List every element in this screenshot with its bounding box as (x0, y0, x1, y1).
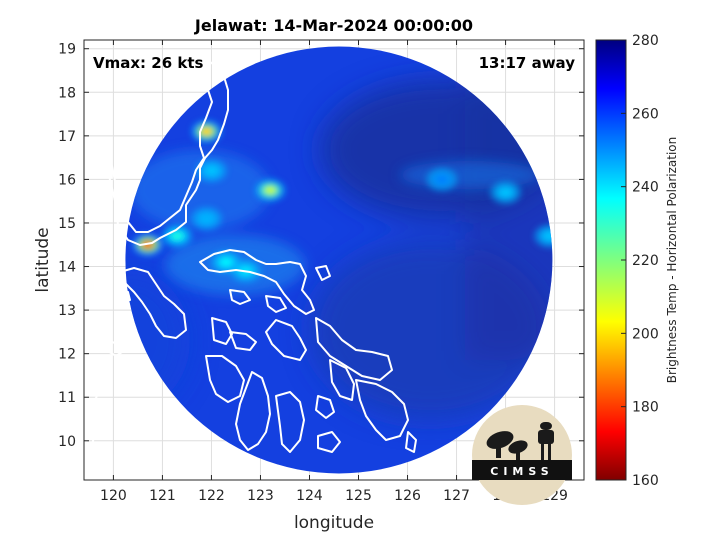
mindanao-north-outline (355, 379, 409, 441)
feature-layer (200, 127, 213, 136)
luzon-outline (105, 61, 229, 246)
convective-feature (254, 178, 287, 203)
convective-feature (425, 167, 458, 192)
x-tick-label: 124 (296, 488, 323, 504)
y-tick-label: 19 (58, 42, 76, 58)
logo-sand-circle (472, 405, 572, 505)
x-tick-label: 125 (345, 488, 372, 504)
colorbar-tick-label: 260 (632, 106, 659, 122)
colorbar-tick-label: 220 (632, 253, 659, 269)
lubang-outline (119, 289, 131, 301)
cimss-logo: CIMSS (472, 405, 572, 505)
chart-title: Jelawat: 14-Mar-2024 00:00:00 (194, 16, 473, 35)
colorbar-tick-label: 180 (632, 400, 659, 416)
feature-layer (435, 175, 448, 184)
cebu-outline (275, 391, 305, 453)
y-tick-label: 13 (58, 303, 76, 319)
logo-dishes (486, 422, 554, 464)
calamian-outline (105, 339, 123, 357)
samar-outline (265, 319, 307, 361)
convective-feature (195, 158, 228, 183)
camiguin-outline (317, 431, 341, 453)
y-tick-label: 18 (58, 85, 76, 101)
feature-layer (205, 166, 218, 175)
leyte-south-outline (329, 359, 355, 401)
ticao-outline (265, 295, 287, 313)
bohol-outline (315, 395, 335, 419)
x-tick-label: 120 (100, 488, 127, 504)
convective-feature (190, 206, 223, 231)
y-tick-label: 10 (58, 434, 76, 450)
colorbar-tick-label: 240 (632, 180, 659, 196)
negros-outline (235, 371, 271, 451)
logo-band (472, 460, 572, 480)
feature-layer (220, 258, 233, 267)
east-cloud-band (400, 161, 540, 189)
palawan-outline (84, 371, 101, 411)
catanduanes-outline (315, 265, 331, 281)
siargao-outline (405, 431, 417, 453)
y-tick-label: 16 (58, 172, 76, 188)
colorbar-label: Brightness Temp - Horizontal Polarizatio… (665, 137, 679, 384)
cuyo-outline (85, 429, 95, 447)
feature-layer (171, 232, 184, 241)
y-tick-label: 14 (58, 260, 76, 276)
colorbar-tick-label: 280 (632, 33, 659, 49)
x-tick-label: 122 (198, 488, 225, 504)
feature-layer (543, 232, 553, 241)
feature-layer (200, 214, 213, 223)
leyte-outline (315, 317, 393, 381)
y-tick-label: 11 (58, 390, 76, 406)
vmax-annotation: Vmax: 26 kts (93, 54, 203, 72)
bicol-outline (199, 249, 315, 315)
y-tick-label: 17 (58, 129, 76, 145)
x-axis-ticks: 120121122123124125126127128129 (100, 40, 568, 504)
y-tick-label: 15 (58, 216, 76, 232)
luzon-cloud-field (130, 150, 270, 230)
marinduque-outline (211, 317, 233, 345)
colorbar-ticks: 160 180 200 220 240 260 280 (621, 33, 659, 489)
feature-layer (264, 186, 277, 195)
convective-feature (489, 180, 522, 205)
colorbar-tick-label: 200 (632, 326, 659, 342)
x-tick-label: 121 (149, 488, 176, 504)
x-tick-label: 127 (443, 488, 470, 504)
logo-text: CIMSS (490, 465, 553, 478)
axes-frame (83, 39, 585, 481)
x-tick-label: 123 (247, 488, 274, 504)
burias-outline (229, 289, 251, 305)
y-axis-ticks: 10 11 12 13 14 15 16 17 18 19 (58, 42, 584, 450)
mindoro-outline (119, 267, 187, 339)
coastline (84, 61, 417, 453)
y-tick-label: 12 (58, 347, 76, 363)
time-away-annotation: 13:17 away (479, 54, 576, 72)
convective-feature (131, 232, 164, 257)
romblon-outline (229, 331, 257, 351)
colorbar-tick-label: 160 (632, 473, 659, 489)
convective-feature (533, 224, 553, 249)
panay-outline (205, 355, 245, 403)
feature-layer (499, 188, 512, 197)
x-axis-label: longitude (294, 513, 374, 533)
y-axis-label: latitude (33, 227, 53, 292)
x-tick-label: 126 (394, 488, 421, 504)
